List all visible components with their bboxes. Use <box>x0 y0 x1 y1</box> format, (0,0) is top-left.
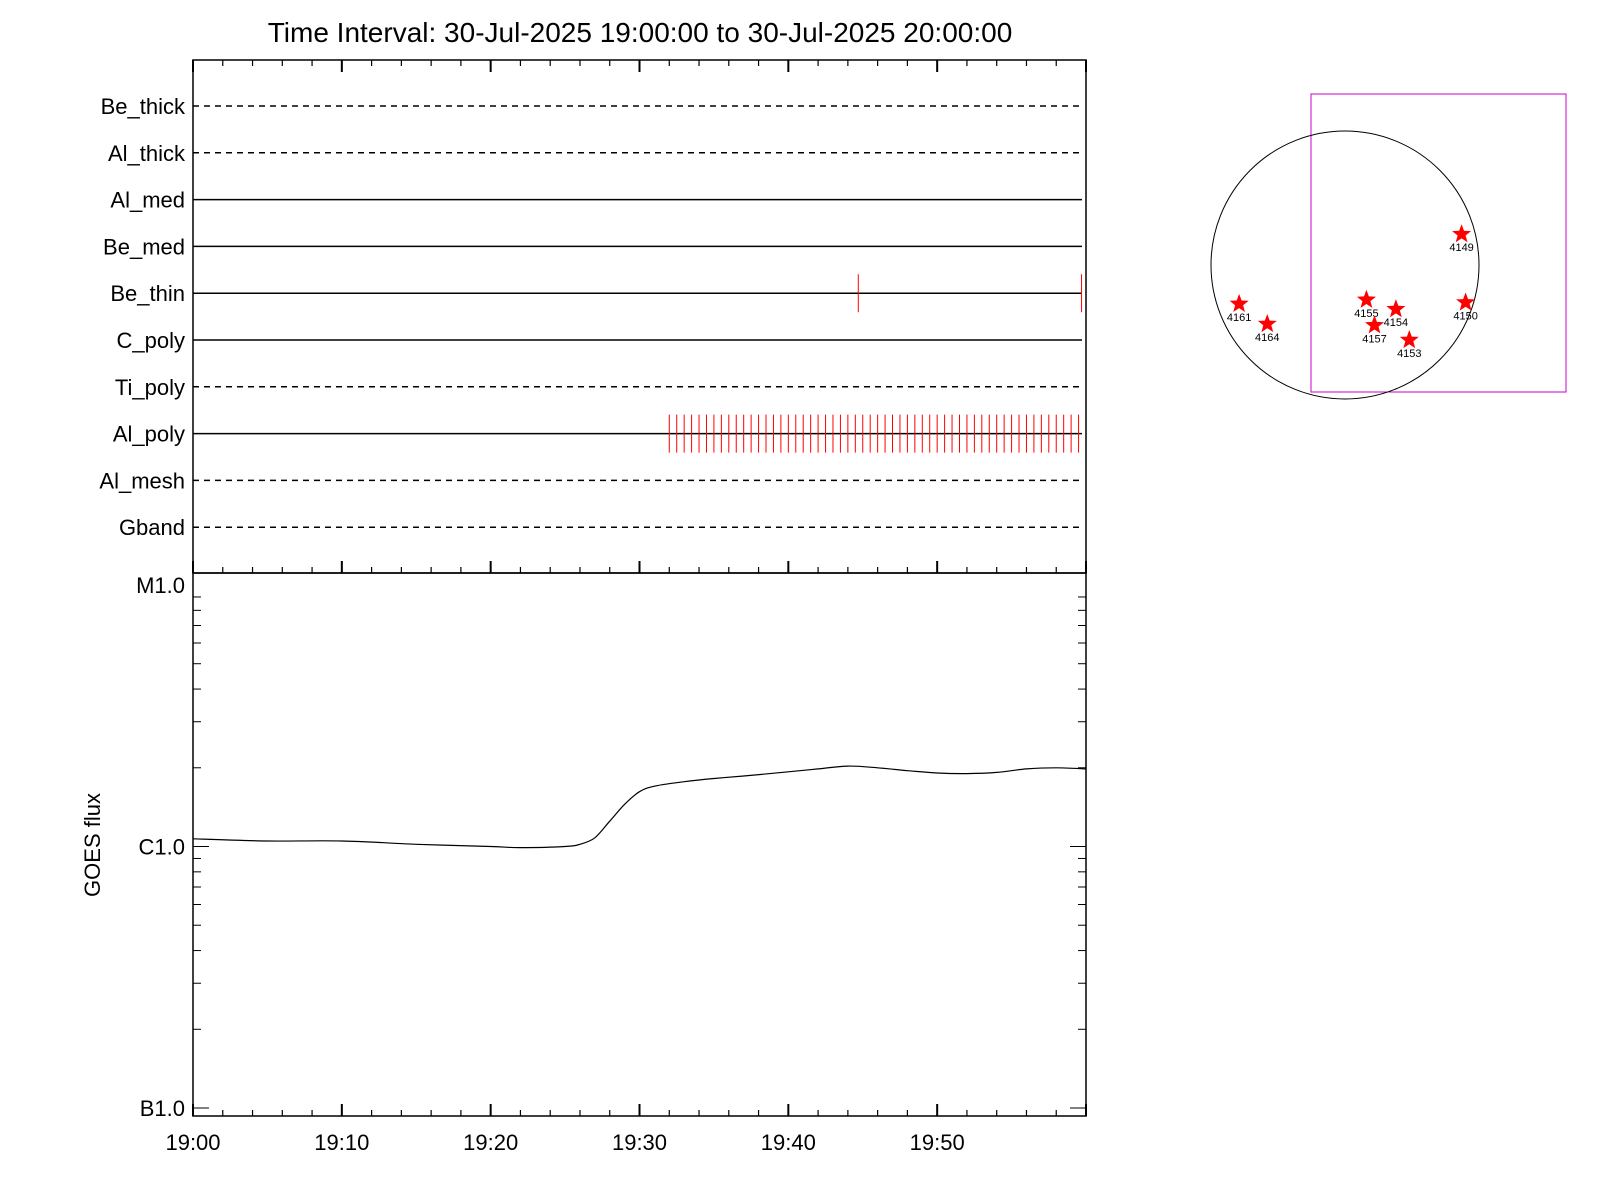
filter-label: Be_thick <box>101 94 186 119</box>
fov-box <box>1310 93 1567 393</box>
active-region-star <box>1399 330 1419 349</box>
goes-y-tick-label: B1.0 <box>140 1096 185 1121</box>
solar-limb <box>1210 130 1480 400</box>
active-region-label: 4155 <box>1354 308 1378 320</box>
active-region-star <box>1452 224 1472 243</box>
filter-label: Ti_poly <box>115 375 185 400</box>
chart-title: Time Interval: 30-Jul-2025 19:00:00 to 3… <box>268 17 1013 48</box>
active-regions: 4149 4150 4155 4154 4157 4153 4161 4164 <box>1227 224 1478 360</box>
active-region-label: 4164 <box>1255 332 1279 344</box>
filter-label: Be_med <box>103 234 185 259</box>
goes-x-tick-label: 19:30 <box>612 1130 667 1155</box>
filter-label: Al_mesh <box>99 468 185 493</box>
goes-ticks: 19:00 19:10 19:20 19:30 19:40 19:50 <box>165 1104 1087 1155</box>
timeline-ticks <box>192 60 1087 573</box>
goes-y-ticks: B1.0 C1.0 M1.0 <box>136 573 1086 1121</box>
active-region-label: 4149 <box>1449 242 1473 254</box>
filter-label: Gband <box>119 515 185 540</box>
goes-x-tick-label: 19:40 <box>761 1130 816 1155</box>
goes-x-tick-label: 19:20 <box>463 1130 518 1155</box>
goes-y-tick-label: M1.0 <box>136 573 185 598</box>
goes-y-tick-label: C1.0 <box>139 835 185 860</box>
active-region-label: 4161 <box>1227 312 1251 324</box>
active-region-label: 4157 <box>1362 333 1386 345</box>
active-region-star <box>1456 292 1476 311</box>
filter-label: Be_thin <box>110 281 185 306</box>
active-region-star <box>1257 314 1277 333</box>
sun-map: 4149 4150 4155 4154 4157 4153 4161 4164 <box>1210 93 1567 400</box>
filter-timeline-panel: Be_thick Al_thick Al_med Be_med Be_thin C_pol… <box>99 59 1087 574</box>
active-region-label: 4150 <box>1453 311 1477 323</box>
goes-flux-line <box>192 765 1087 849</box>
filter-label: C_poly <box>117 328 185 353</box>
goes-frame <box>192 572 1087 1117</box>
active-region-label: 4154 <box>1384 317 1408 329</box>
active-region-star <box>1386 299 1406 318</box>
active-region-label: 4153 <box>1397 348 1421 360</box>
active-region-star <box>1365 315 1384 334</box>
filter-label: Al_poly <box>113 422 185 447</box>
goes-x-tick-label: 19:10 <box>314 1130 369 1155</box>
goes-x-tick-label: 19:50 <box>910 1130 965 1155</box>
goes-ylabel: GOES flux <box>80 793 105 897</box>
active-region-star <box>1356 289 1376 308</box>
filter-label: Al_med <box>110 188 185 213</box>
timeline-frame <box>192 59 1087 574</box>
goes-x-tick-label: 19:00 <box>165 1130 220 1155</box>
filter-label: Al_thick <box>108 141 186 166</box>
goes-flux-panel: 19:00 19:10 19:20 19:30 19:40 19:50 B1.0 C1.0 M… <box>80 572 1087 1155</box>
filter-rows: Be_thick Al_thick Al_med Be_med Be_thin C_pol… <box>99 94 1083 540</box>
active-region-star <box>1229 293 1249 312</box>
